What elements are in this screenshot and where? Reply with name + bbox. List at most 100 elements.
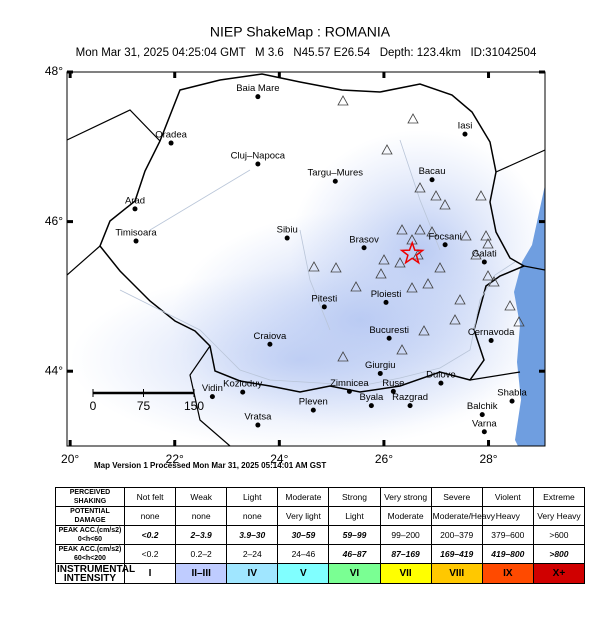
legend-cell: >800 — [532, 544, 586, 564]
legend-cell: Light — [226, 487, 279, 507]
city-label: Razgrad — [392, 392, 428, 403]
station — [454, 294, 466, 305]
overlay: 20° 22° 24° 26° 28° 44° 46° 48° Baia Mare Oradea C… — [45, 64, 545, 466]
city-dot — [133, 238, 139, 244]
legend-cell: none — [226, 506, 279, 526]
station — [488, 276, 500, 287]
station — [482, 270, 494, 281]
legend-cell: Violent — [481, 487, 534, 507]
city-label: Cernavoda — [468, 327, 515, 338]
city-dot — [346, 388, 352, 394]
legend-cell: VII — [379, 563, 432, 584]
x-tick-label: 24° — [270, 452, 288, 466]
city-label: Targu–Mures — [308, 168, 364, 179]
y-tick-label: 44° — [45, 363, 63, 377]
city-label: Arad — [125, 195, 145, 206]
station — [350, 281, 362, 292]
city-label: Varna — [472, 418, 497, 429]
city-label: Vidin — [202, 383, 223, 394]
legend-cell: Severe — [430, 487, 483, 507]
station — [470, 249, 482, 260]
station — [449, 314, 461, 325]
city-label: Kozloduy — [223, 379, 262, 390]
legend-cell: II–III — [175, 563, 228, 584]
station — [378, 254, 390, 265]
city-dot — [361, 245, 367, 251]
legend-cell: 419–800 — [481, 544, 534, 564]
legend-cell: Very Heavy — [532, 506, 586, 526]
station — [480, 230, 492, 241]
station — [422, 278, 434, 289]
city-dot — [481, 259, 487, 265]
legend-cell: Not felt — [123, 487, 177, 507]
legend-header: INSTRUMENTAL INTENSITY — [55, 563, 136, 584]
legend-cell: 87–169 — [379, 544, 432, 564]
city-label: Sibiu — [277, 225, 298, 236]
station — [414, 182, 426, 193]
city-dot — [407, 403, 413, 409]
city-dot — [255, 161, 261, 167]
legend-header: PERCEIVED SHAKING — [55, 487, 125, 507]
city-label: Iasi — [458, 121, 473, 132]
legend-cell: Moderate — [379, 506, 432, 526]
legend-cell: 169–419 — [430, 544, 483, 564]
city-label: Vratsa — [244, 412, 272, 423]
station — [460, 230, 472, 241]
x-tick-label: 28° — [479, 452, 497, 466]
legend-cell: <0.2 — [123, 544, 177, 564]
city-dot — [462, 131, 468, 137]
city-label: Timisoara — [115, 228, 157, 239]
legend-cell: VIII — [430, 563, 483, 584]
station — [308, 261, 320, 272]
station — [406, 282, 418, 293]
legend-cell: 46–87 — [328, 544, 381, 564]
station — [482, 238, 494, 249]
station — [475, 190, 487, 201]
city-label: Giurgiu — [365, 360, 396, 371]
city-label: Pleven — [299, 397, 328, 408]
river — [119, 139, 516, 387]
city-dot — [321, 304, 327, 310]
legend-cell: V — [277, 563, 330, 584]
city-dot — [284, 235, 290, 241]
city-dot — [390, 388, 396, 394]
station — [337, 351, 349, 362]
legend-cell: X+ — [532, 563, 586, 584]
city-label: Galati — [472, 249, 497, 260]
city-dot — [438, 380, 444, 386]
station — [330, 262, 342, 273]
map-figure: NIEP ShakeMap : ROMANIA Mon Mar 31, 2025… — [45, 24, 546, 470]
legend-cell: 2–24 — [226, 544, 279, 564]
station — [414, 224, 426, 235]
legend-cell: IX — [481, 563, 534, 584]
intensity-legend: PERCEIVED SHAKING Not felt Weak Light Modera… — [55, 487, 586, 584]
scale-label: 75 — [137, 399, 151, 413]
city-label: Zimnicea — [330, 378, 369, 389]
legend-cell: Very strong — [379, 487, 432, 507]
legend-cell: Moderate — [277, 487, 330, 507]
city-label: Ploiesti — [371, 289, 402, 300]
city-dot — [377, 370, 383, 376]
legend-row: PEAK ACC.(cm/s2) 60<h<200 <0.2 0.2–2 2–24 24… — [55, 544, 586, 564]
station — [407, 113, 419, 124]
legend-cell: 24–46 — [277, 544, 330, 564]
city-dot — [488, 338, 494, 344]
legend-row: PERCEIVED SHAKING Not felt Weak Light Modera… — [55, 487, 586, 507]
city-label: Byala — [359, 392, 383, 403]
scale-label: 0 — [90, 399, 97, 413]
city-dot — [368, 403, 374, 409]
city-dot — [429, 177, 435, 183]
city-dot — [386, 335, 392, 341]
city-dot — [255, 422, 261, 428]
station — [426, 226, 438, 237]
legend-cell: Extreme — [532, 487, 586, 507]
city-dot — [332, 178, 338, 184]
city-label: Oradea — [155, 130, 187, 141]
city-label: Craiova — [254, 331, 287, 342]
station — [396, 344, 408, 355]
legend-cell: 200–379 — [430, 525, 483, 545]
city-label: Bucuresti — [369, 325, 409, 336]
legend-header: PEAK ACC.(cm/s2) 0<h<60 — [55, 525, 125, 545]
station — [396, 224, 408, 235]
